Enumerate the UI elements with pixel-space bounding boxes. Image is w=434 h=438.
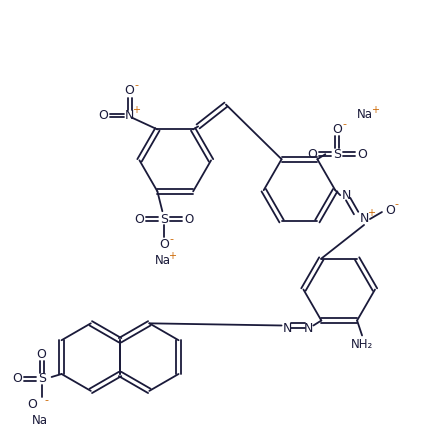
Text: O: O (332, 123, 342, 136)
Text: O: O (98, 109, 108, 122)
Text: N: N (125, 109, 134, 122)
Text: NH₂: NH₂ (351, 338, 373, 351)
Text: +: + (367, 208, 375, 218)
Text: -: - (45, 395, 49, 405)
Text: Na: Na (357, 108, 373, 121)
Text: N: N (283, 322, 292, 335)
Text: -: - (395, 199, 399, 209)
Text: N: N (359, 212, 369, 226)
Text: O: O (125, 84, 135, 97)
Text: +: + (132, 105, 141, 114)
Text: O: O (135, 213, 145, 226)
Text: O: O (27, 398, 37, 411)
Text: +: + (168, 251, 176, 261)
Text: Na: Na (32, 414, 48, 427)
Text: O: O (37, 348, 46, 360)
Text: S: S (160, 213, 168, 226)
Text: -: - (342, 120, 346, 130)
Text: O: O (385, 204, 395, 216)
Text: O: O (184, 213, 194, 226)
Text: O: O (159, 237, 169, 251)
Text: S: S (333, 148, 341, 161)
Text: O: O (357, 148, 367, 161)
Text: N: N (342, 189, 351, 201)
Text: N: N (304, 322, 313, 335)
Text: O: O (12, 372, 22, 385)
Text: -: - (135, 80, 138, 90)
Text: S: S (38, 372, 46, 385)
Text: +: + (371, 105, 379, 114)
Text: Na: Na (155, 254, 171, 268)
Text: -: - (169, 234, 173, 244)
Text: O: O (307, 148, 317, 161)
